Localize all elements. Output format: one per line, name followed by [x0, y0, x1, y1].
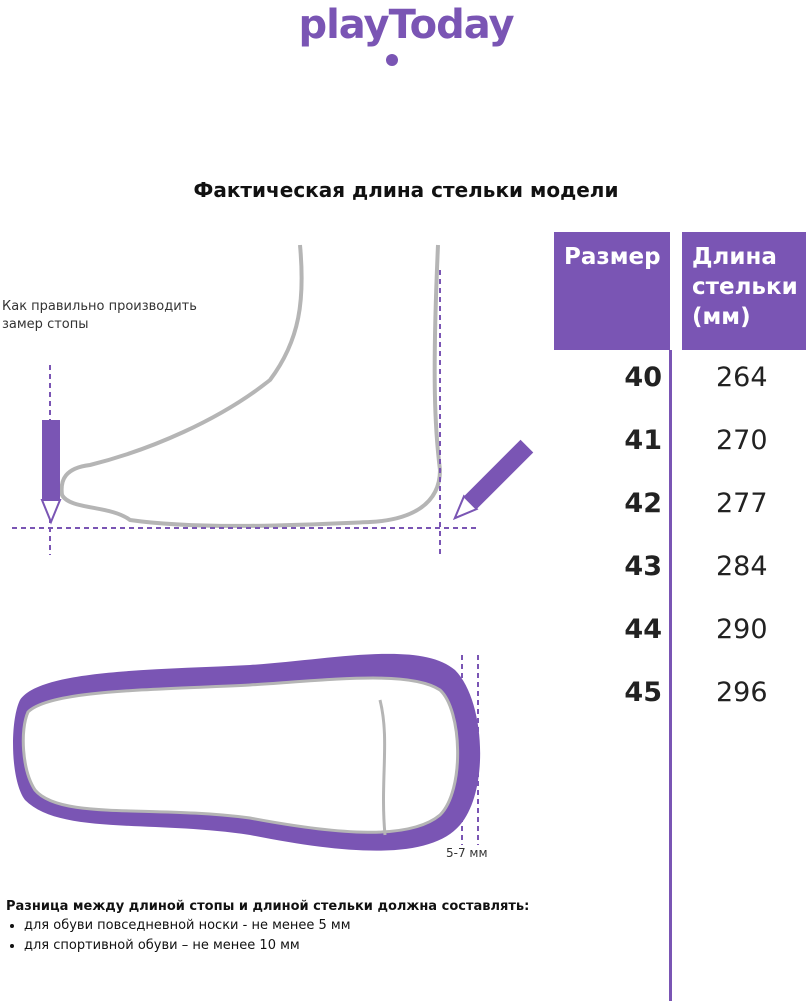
side-foot-outline — [59, 244, 443, 528]
length-cell: 264 — [716, 362, 768, 393]
logo: playToday — [298, 2, 514, 48]
table-divider — [669, 350, 672, 1001]
header-length: Длина стельки (мм) — [682, 232, 806, 350]
length-cell: 284 — [716, 551, 768, 582]
footer-item: для спортивной обуви – не менее 10 мм — [24, 938, 529, 953]
measure-note: Как правильно производить замер стопы — [2, 299, 197, 332]
size-cell: 40 — [624, 362, 662, 393]
size-cell: 44 — [624, 614, 662, 645]
chart-title: Фактическая длина стельки модели — [193, 178, 619, 202]
header-size: Размер — [554, 232, 670, 350]
size-cell: 43 — [624, 551, 662, 582]
size-cell: 42 — [624, 488, 662, 519]
logo-dot — [386, 54, 398, 66]
footer-item: для обуви повседневной носки - не менее … — [24, 918, 529, 933]
footer-note: Разница между длиной стопы и длиной стел… — [6, 899, 529, 958]
footer-heading: Разница между длиной стопы и длиной стел… — [6, 899, 530, 914]
gap-label: 5-7 мм — [446, 846, 488, 860]
length-cell: 277 — [716, 488, 768, 519]
size-cell: 41 — [624, 425, 662, 456]
insole-top-view — [13, 653, 481, 851]
size-cell: 45 — [624, 677, 662, 708]
length-cell: 296 — [716, 677, 768, 708]
length-cell: 290 — [716, 614, 768, 645]
pencil-icon — [40, 420, 62, 525]
pencil-icon — [452, 439, 534, 521]
length-cell: 270 — [716, 425, 768, 456]
